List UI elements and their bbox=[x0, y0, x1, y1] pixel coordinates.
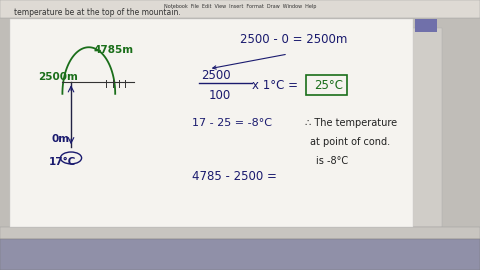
Bar bbox=[415, 19, 437, 32]
Bar bbox=[0, 0, 480, 18]
Text: Notebook  File  Edit  View  Insert  Format  Draw  Window  Help: Notebook File Edit View Insert Format Dr… bbox=[164, 4, 316, 9]
Bar bbox=[0, 239, 480, 270]
Bar bbox=[0, 227, 480, 239]
Text: 2500: 2500 bbox=[202, 69, 231, 82]
Text: x 1°C =: x 1°C = bbox=[252, 79, 298, 92]
Text: 100: 100 bbox=[209, 89, 231, 102]
Text: 2500m: 2500m bbox=[38, 72, 78, 82]
Text: 0m: 0m bbox=[52, 134, 70, 144]
Text: 25°C: 25°C bbox=[314, 79, 343, 92]
Text: is -8°C: is -8°C bbox=[316, 156, 348, 166]
Bar bbox=[410, 28, 442, 227]
Text: 17 - 25 = -8°C: 17 - 25 = -8°C bbox=[192, 118, 272, 128]
Text: 4785m: 4785m bbox=[94, 45, 134, 55]
Text: 4785 - 2500 =: 4785 - 2500 = bbox=[192, 170, 277, 183]
Text: 2500 - 0 = 2500m: 2500 - 0 = 2500m bbox=[240, 33, 348, 46]
Bar bbox=[10, 19, 413, 227]
Text: temperature be at the top of the mountain.: temperature be at the top of the mountai… bbox=[14, 8, 181, 17]
Text: ∴ The temperature: ∴ The temperature bbox=[305, 118, 397, 128]
Text: at point of cond.: at point of cond. bbox=[310, 137, 390, 147]
Text: 17°C: 17°C bbox=[49, 157, 76, 167]
Bar bbox=[306, 75, 347, 95]
